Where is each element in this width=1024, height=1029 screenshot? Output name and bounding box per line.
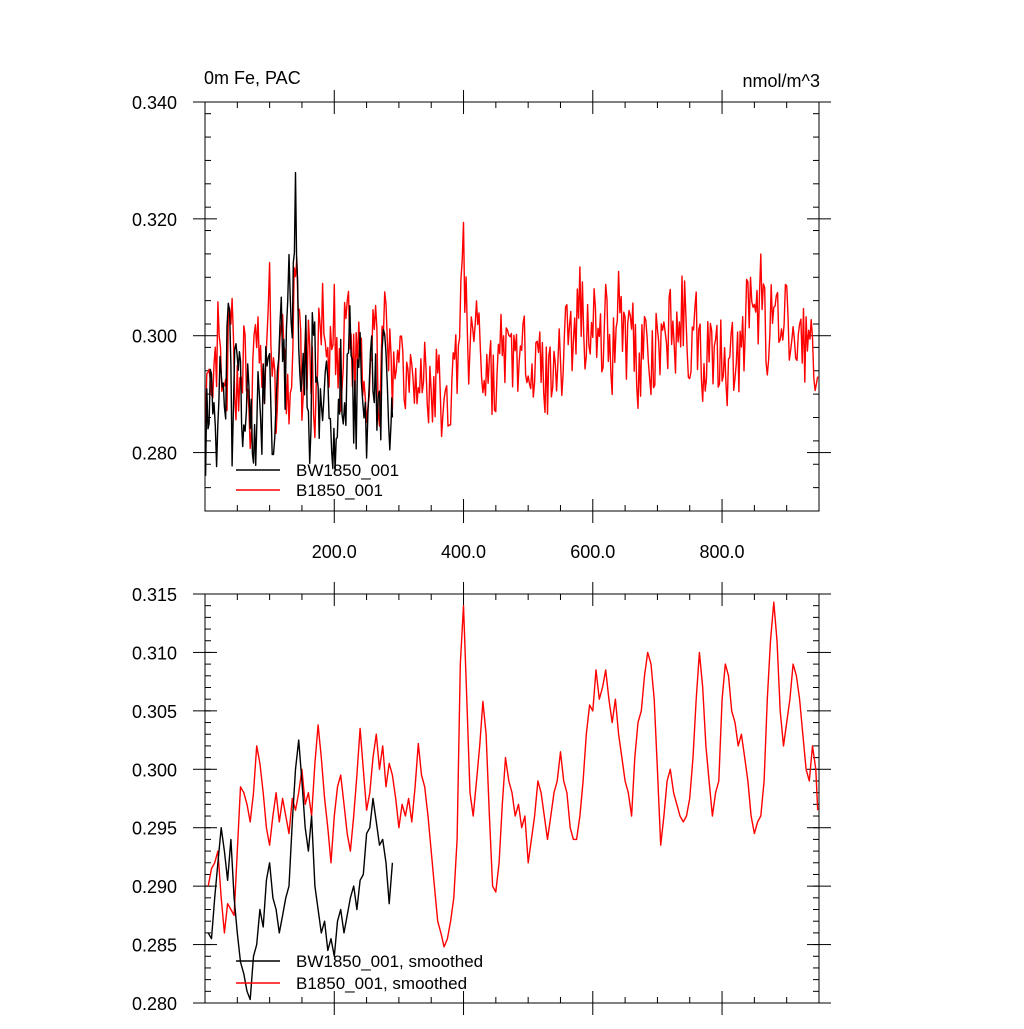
y-tick-label: 0.290	[132, 877, 177, 897]
y-tick-label: 0.280	[132, 444, 177, 464]
bottom-panel-frame	[204, 593, 820, 1004]
y-tick-label: 0.300	[132, 327, 177, 347]
y-tick-label: 0.280	[132, 994, 177, 1014]
series-line	[204, 171, 394, 476]
y-tick-label: 0.315	[132, 585, 177, 605]
x-tick-label: 200.0	[312, 542, 357, 562]
legend-label: BW1850_001	[296, 461, 399, 480]
x-tick-label: 800.0	[700, 542, 745, 562]
x-tick-label: 600.0	[570, 542, 615, 562]
bottom-panel-legend: BW1850_001, smoothed B1850_001, smoothed	[236, 952, 483, 993]
x-tick-label: 400.0	[441, 542, 486, 562]
legend-label: B1850_001	[296, 481, 383, 500]
legend-label: BW1850_001, smoothed	[296, 952, 483, 971]
y-tick-label: 0.340	[132, 93, 177, 113]
y-tick-label: 0.305	[132, 702, 177, 722]
top-panel-ticks: 200.0 400.0 600.0 800.0 0.280 0.300 0.320 0.340	[132, 90, 831, 562]
bottom-panel-lines	[207, 601, 819, 1001]
y-tick-label: 0.300	[132, 760, 177, 780]
top-panel-units: nmol/m^3	[743, 71, 820, 91]
y-tick-label: 0.295	[132, 819, 177, 839]
bottom-panel-ticks: 0.280 0.285 0.290 0.295 0.300 0.305 0.310 0.315	[132, 582, 831, 1015]
legend-label: B1850_001, smoothed	[296, 974, 467, 993]
y-tick-label: 0.310	[132, 643, 177, 663]
series-line	[207, 601, 819, 948]
top-panel-lines	[204, 171, 819, 476]
top-panel: 0m Fe, PAC nmol/m^3 200.0 400.0 600.0 800.0…	[132, 68, 831, 562]
bottom-panel: 0.280 0.285 0.290 0.295 0.300 0.305 0.310 0.315…	[132, 582, 831, 1015]
y-tick-label: 0.320	[132, 210, 177, 230]
top-panel-title: 0m Fe, PAC	[204, 68, 301, 88]
series-line	[207, 739, 394, 1001]
top-panel-frame	[204, 101, 820, 512]
y-tick-label: 0.285	[132, 936, 177, 956]
